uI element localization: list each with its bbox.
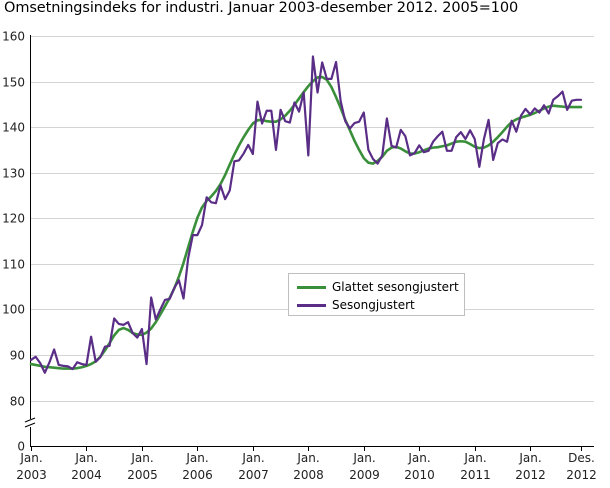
legend: Glattet sesongjustert Sesongjustert — [288, 273, 465, 316]
x-tick-label-8: Jan. — [463, 451, 486, 465]
x-tick-year-3: 2006 — [182, 468, 213, 482]
axis-break-slash-bottom — [24, 422, 36, 428]
x-tick-year-6: 2009 — [349, 468, 380, 482]
x-tick-label-9: Jan. — [518, 451, 541, 465]
axis-break-gap — [25, 419, 35, 427]
x-tick-label-4: Jan. — [241, 451, 264, 465]
x-tick-label-0: Jan. — [19, 451, 42, 465]
axes — [24, 35, 594, 451]
legend-item-seasonal: Sesongjustert — [297, 297, 415, 313]
x-tick-year-2: 2005 — [127, 468, 158, 482]
x-tick-label-6: Jan. — [352, 451, 375, 465]
x-tick-label-5: Jan. — [296, 451, 319, 465]
legend-swatch-seasonal — [297, 303, 326, 307]
x-tick-label-2: Jan. — [130, 451, 153, 465]
axis-break-slash-top — [24, 417, 36, 423]
legend-swatch-smoothed — [297, 285, 326, 289]
x-tick-year-4: 2007 — [238, 468, 269, 482]
y-tick-label-90: 90 — [10, 349, 25, 363]
y-tick-label-110: 110 — [2, 258, 25, 272]
series-line-seasonal — [29, 55, 583, 374]
x-tick-year-9: 2012 — [515, 468, 546, 482]
legend-item-smoothed: Glattet sesongjustert — [297, 279, 459, 295]
legend-label-seasonal: Sesongjustert — [332, 298, 415, 312]
x-tick-year-1: 2004 — [71, 468, 102, 482]
y-tick-label-120: 120 — [2, 212, 25, 226]
y-tick-label-80: 80 — [10, 395, 25, 409]
x-tick-year-0: 2003 — [16, 468, 47, 482]
series-line-smoothed — [29, 75, 583, 370]
x-tick-label-1: Jan. — [74, 451, 97, 465]
y-tick-label-150: 150 — [2, 76, 25, 90]
y-tick-labels: 0 80 90 100 110 120 130 140 150 160 — [2, 30, 25, 454]
x-tick-year-8: 2011 — [460, 468, 491, 482]
x-tick-labels: Jan. 2003 Jan. 2004 Jan. 2005 Jan. 2006 Jan. 2007… — [16, 451, 597, 482]
x-tick-label-3: Jan. — [185, 451, 208, 465]
y-tick-label-130: 130 — [2, 167, 25, 181]
x-tick-label-10: Des. — [568, 451, 595, 465]
chart-title: Omsetningsindeks for industri. Januar 20… — [4, 0, 519, 16]
y-tick-label-140: 140 — [2, 121, 25, 135]
series-lines — [29, 55, 583, 374]
x-tick-year-5: 2008 — [293, 468, 324, 482]
y-tick-label-160: 160 — [2, 30, 25, 44]
y-tick-label-100: 100 — [2, 303, 25, 317]
x-tick-year-7: 2010 — [404, 468, 435, 482]
x-tick-year-10: 2012 — [566, 468, 597, 482]
x-tick-label-7: Jan. — [407, 451, 430, 465]
y-tick-label-0: 0 — [17, 440, 25, 454]
legend-label-smoothed: Glattet sesongjustert — [332, 280, 459, 294]
gridlines — [30, 36, 594, 402]
